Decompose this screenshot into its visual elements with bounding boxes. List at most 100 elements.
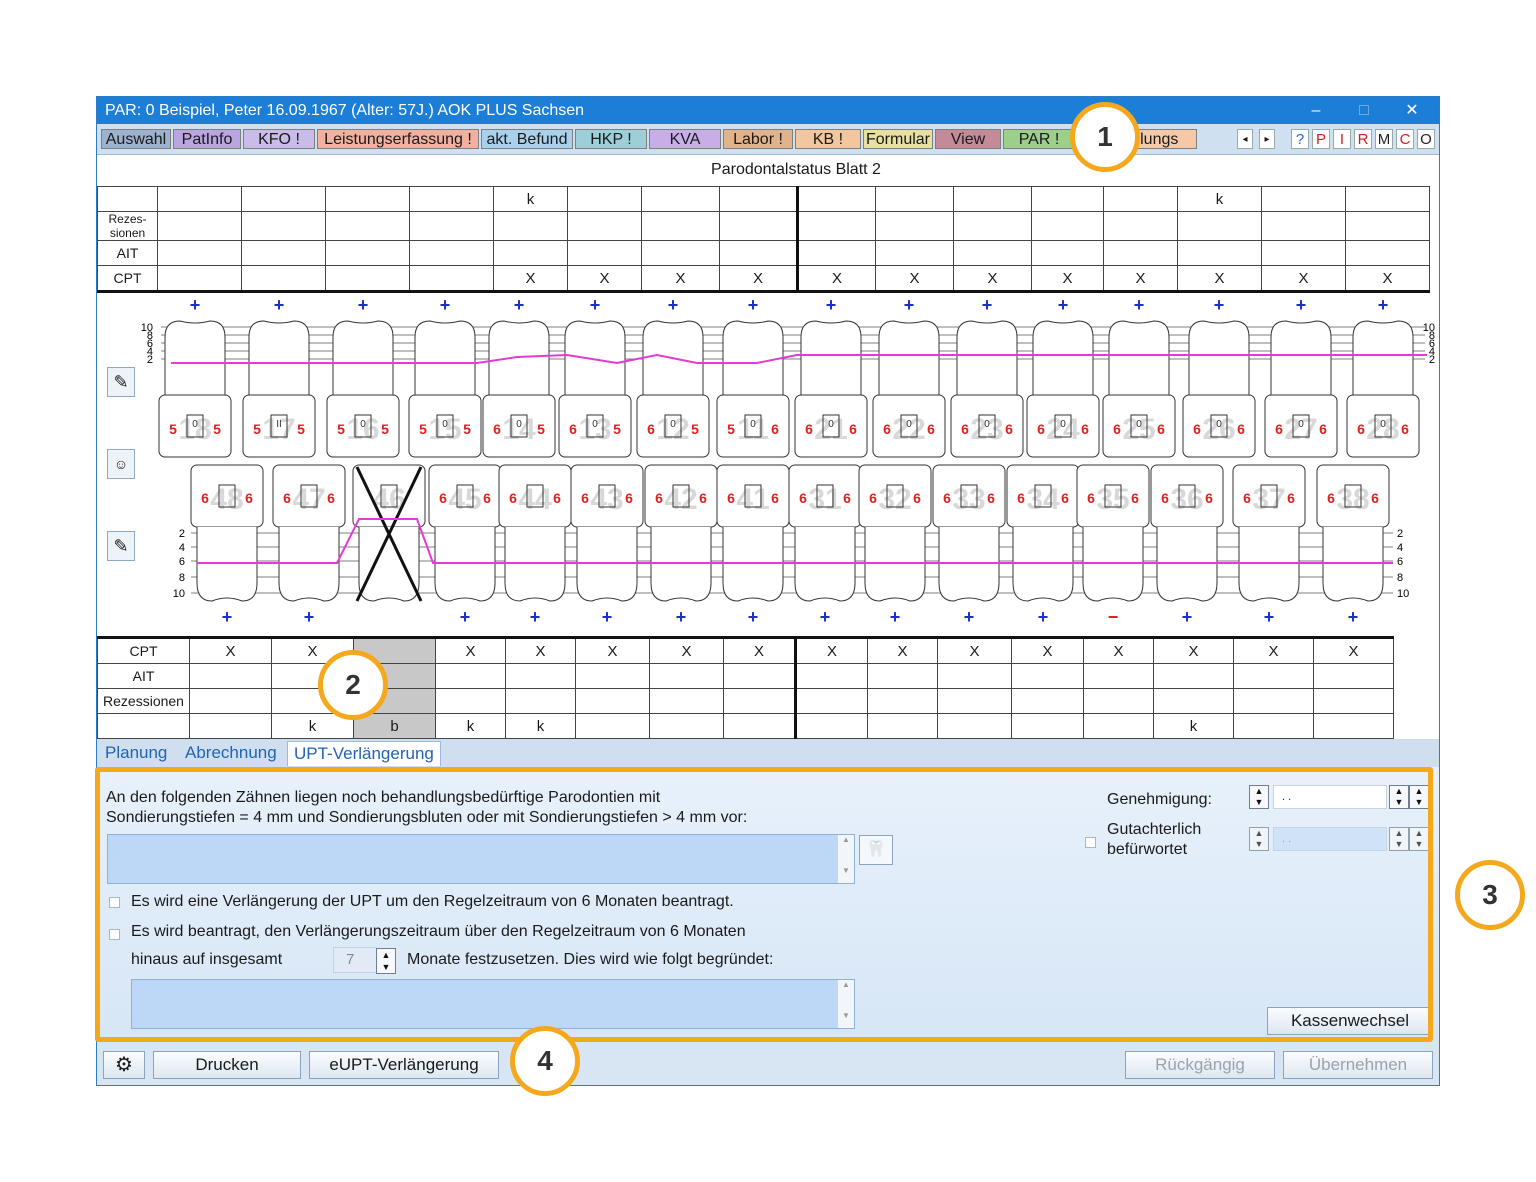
tooth-root[interactable] [1270,320,1332,395]
probing-depth[interactable]: 6 [1161,490,1169,506]
probing-depth[interactable]: 6 [201,490,209,506]
probing-depth[interactable]: 6 [439,490,447,506]
table-cell[interactable] [641,211,720,241]
table-cell[interactable]: b [353,713,436,739]
probing-depth[interactable]: 6 [961,421,969,437]
tab-akt-befund[interactable]: akt. Befund [481,129,573,149]
table-cell[interactable]: X [1153,637,1234,664]
table-cell[interactable] [1261,211,1346,241]
tooth-root[interactable] [358,527,420,602]
table-cell[interactable]: X [641,265,720,292]
table-cell[interactable] [875,240,954,266]
probing-depth[interactable]: 5 [613,421,621,437]
tooth-root[interactable] [1108,320,1170,395]
tooth-root[interactable] [800,320,862,395]
table-cell[interactable] [796,186,876,212]
probing-depth[interactable]: 5 [381,421,389,437]
probing-depth[interactable]: 5 [537,421,545,437]
table-cell[interactable] [719,240,798,266]
tooth-surface[interactable] [510,414,528,438]
table-cell[interactable] [1083,688,1154,714]
tooth-crown[interactable] [326,394,400,458]
table-cell[interactable] [241,265,326,292]
table-cell[interactable] [1313,688,1394,714]
print-button[interactable]: Drucken [153,1051,301,1079]
tooth-surface[interactable] [664,414,682,438]
probing-depth[interactable]: 6 [569,421,577,437]
table-cell[interactable] [796,211,876,241]
probing-depth[interactable]: 6 [245,490,253,506]
tooth-root[interactable] [956,320,1018,395]
tab-hkp[interactable]: HKP ! [575,129,647,149]
bleeding-sign[interactable]: + [748,607,759,627]
probing-depth[interactable]: 5 [419,421,427,437]
bleeding-sign[interactable]: + [222,607,233,627]
bleeding-sign[interactable]: + [274,297,285,315]
table-cell[interactable] [567,186,642,212]
table-cell[interactable] [409,265,494,292]
probing-depth[interactable]: 6 [1275,421,1283,437]
probing-depth[interactable]: 6 [483,490,491,506]
tooth-surface[interactable] [1210,414,1228,438]
table-cell[interactable]: X [875,265,954,292]
probing-depth[interactable]: 6 [509,490,517,506]
maximize-button[interactable]: □ [1359,102,1369,119]
bleeding-sign[interactable]: + [748,297,759,315]
probing-depth[interactable]: 6 [1087,490,1095,506]
tooth-crown[interactable] [1346,394,1420,458]
probing-depth[interactable]: 5 [253,421,261,437]
tooth-crown[interactable] [794,394,868,458]
probing-depth[interactable]: 6 [1037,421,1045,437]
scrollbar[interactable]: ▲ ▼ [837,835,854,883]
bleeding-sign[interactable]: + [904,297,915,315]
table-cell[interactable]: X [649,637,724,664]
bleeding-sign[interactable]: + [982,297,993,315]
probing-depth[interactable]: 6 [771,421,779,437]
probing-depth[interactable]: 5 [169,421,177,437]
table-cell[interactable] [867,713,938,739]
probing-depth[interactable]: 5 [691,421,699,437]
tooth-crown[interactable] [1182,394,1256,458]
pencil-icon[interactable]: ✎ [107,367,135,397]
table-cell[interactable] [1031,240,1104,266]
table-cell[interactable] [1103,186,1178,212]
probing-depth[interactable]: 6 [283,490,291,506]
table-cell[interactable] [1083,713,1154,739]
insurance-change-button[interactable]: Kassenwechsel [1267,1007,1433,1035]
tab-abrechnung[interactable]: Abrechnung [185,743,277,762]
probing-depth[interactable]: 6 [1243,490,1251,506]
table-cell[interactable] [189,688,272,714]
probing-depth[interactable]: 6 [1005,421,1013,437]
table-cell[interactable] [1153,663,1234,689]
table-cell[interactable] [1345,240,1430,266]
table-cell[interactable]: X [1031,265,1104,292]
quick-button-o[interactable]: O [1417,129,1435,149]
tooth-crown[interactable] [950,394,1024,458]
table-cell[interactable] [1313,663,1394,689]
eupt-extension-button[interactable]: eUPT-Verlängerung [309,1051,499,1079]
table-cell[interactable] [1233,713,1314,739]
bleeding-sign[interactable]: + [890,607,901,627]
table-cell[interactable] [649,688,724,714]
table-cell[interactable] [723,663,796,689]
probing-depth[interactable]: 6 [655,490,663,506]
expert-spin-icon[interactable]: ▲ ▼ [1409,827,1429,851]
tooth-root[interactable] [1032,320,1094,395]
table-cell[interactable] [641,186,720,212]
approval-spin-icon[interactable]: ▲ ▼ [1389,785,1409,809]
tooth-root[interactable] [1188,320,1250,395]
tooth-crown[interactable] [872,394,946,458]
table-cell[interactable] [875,211,954,241]
table-cell[interactable] [435,663,506,689]
months-spin-icon[interactable]: ▲ ▼ [376,948,396,974]
table-cell[interactable] [189,713,272,739]
table-cell[interactable]: X [953,265,1032,292]
table-cell[interactable] [1345,186,1430,212]
table-cell[interactable] [794,713,868,739]
tooth-crown[interactable] [242,394,316,458]
table-cell[interactable] [1011,688,1084,714]
table-cell[interactable]: X [1313,637,1394,664]
table-cell[interactable] [1177,211,1262,241]
quick-button-p[interactable]: P [1312,129,1330,149]
tooth-surface[interactable] [900,414,918,438]
